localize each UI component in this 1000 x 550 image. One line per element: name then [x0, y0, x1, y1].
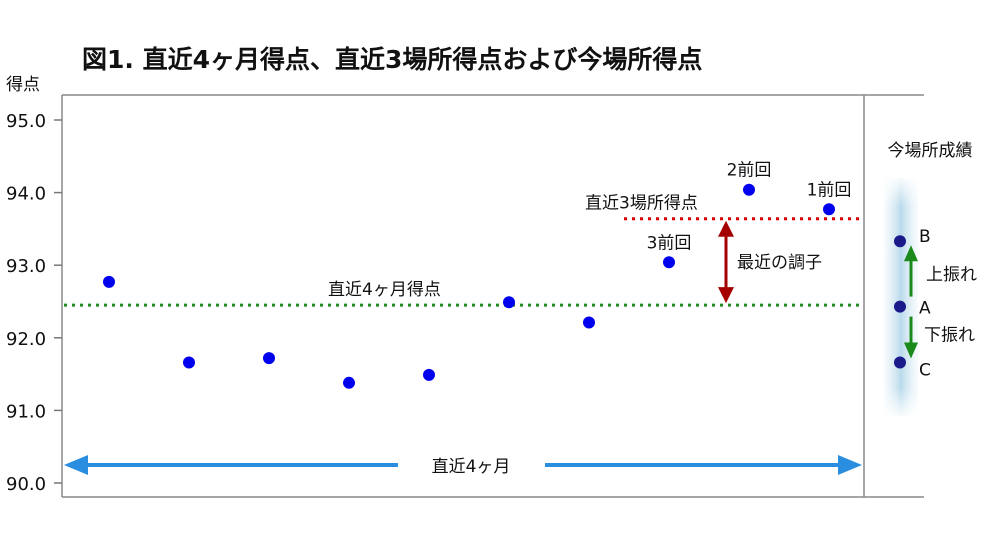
trend-arrow [718, 220, 734, 304]
point-label: 2前回 [727, 161, 772, 181]
data-points: 3前回 2前回 1前回 [103, 161, 851, 389]
y-tick-label: 92.0 [6, 329, 46, 350]
span-arrow-head-right [838, 455, 862, 475]
current-b-label: B [919, 227, 931, 247]
up-arrow-head [904, 245, 918, 262]
y-ticks: 90.0 91.0 92.0 93.0 94.0 95.0 [6, 111, 62, 495]
trend-label: 最近の調子 [737, 253, 822, 273]
span-arrow [64, 455, 862, 475]
current-point-a [894, 300, 906, 313]
down-arrow-head [904, 342, 918, 359]
avg4-label: 直近4ヶ月得点 [328, 280, 441, 300]
down-label: 下振れ [924, 326, 975, 346]
y-tick-label: 91.0 [6, 401, 46, 422]
plot-frame [61, 94, 924, 498]
current-header: 今場所成績 [888, 141, 973, 161]
current-marks [894, 235, 918, 369]
point-label: 3前回 [647, 233, 692, 253]
current-c-label: C [919, 360, 931, 380]
point-label: 1前回 [807, 180, 852, 200]
data-point [583, 316, 595, 329]
data-point [343, 376, 355, 389]
span-arrow-head-left [64, 455, 88, 475]
data-point [823, 203, 835, 216]
data-point [183, 356, 195, 369]
span-label: 直近4ヶ月 [432, 457, 511, 477]
y-tick-label: 95.0 [6, 111, 46, 132]
y-tick-label: 90.0 [6, 474, 46, 495]
up-label: 上振れ [926, 265, 977, 285]
data-point [503, 296, 515, 309]
y-axis-label: 得点 [6, 75, 40, 95]
y-tick-label: 94.0 [6, 184, 46, 205]
data-point [743, 183, 755, 196]
current-glow-fade [884, 178, 918, 416]
current-a-label: A [919, 299, 931, 319]
trend-arrow-head-up [718, 220, 734, 237]
current-point-c [894, 356, 906, 369]
avg3-label: 直近3場所得点 [585, 194, 698, 214]
current-point-b [894, 235, 906, 248]
data-point [423, 368, 435, 381]
chart-title: 図1. 直近4ヶ月得点、直近3場所得点および今場所得点 [82, 45, 702, 74]
y-tick-label: 93.0 [6, 256, 46, 277]
trend-arrow-head-down [718, 287, 734, 304]
data-point [103, 275, 115, 288]
data-point [663, 256, 675, 269]
data-point [263, 352, 275, 365]
